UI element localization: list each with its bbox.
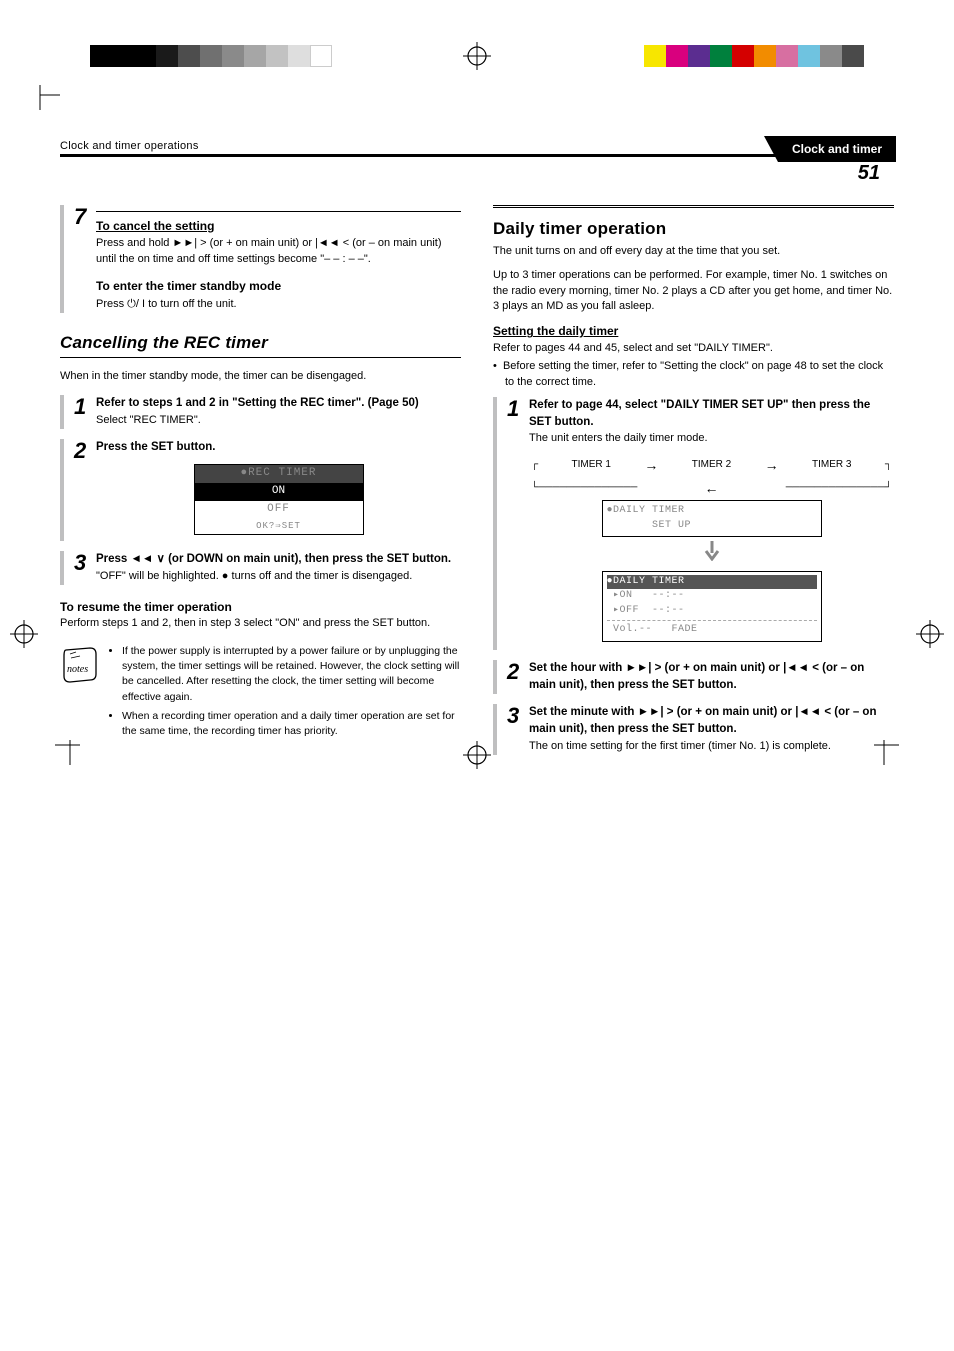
cancel-step-2: 2 Press the SET button. ●REC TIMER ON OF… <box>60 439 461 541</box>
daily-timer-heading: Daily timer operation <box>493 217 894 242</box>
daily-step-3: 3 Set the minute with ►►| > (or + on mai… <box>493 704 894 755</box>
page-number: 51 <box>858 162 880 185</box>
step-lead: Set the hour with ►►| > (or + on main un… <box>529 662 864 691</box>
resume-body: Perform steps 1 and 2, then in step 3 se… <box>60 616 461 632</box>
standby-subhead: To enter the timer standby mode <box>96 278 461 295</box>
step-body: The on time setting for the first timer … <box>529 739 894 755</box>
daily-step-2: 2 Set the hour with ►►| > (or + on main … <box>493 660 894 694</box>
lcd-rec-timer-display: ●REC TIMER ON OFF OK?⇒SET <box>194 464 364 535</box>
notes-icon: notes <box>60 644 100 684</box>
grayscale-calibration-strip <box>90 45 332 67</box>
intro-line: The unit turns on and off every day at t… <box>493 244 894 260</box>
timer-flow-diagram: ┌ TIMER 1 → TIMER 2 → TIMER 3 ┐ └───────… <box>529 455 894 642</box>
cancel-intro: When in the timer standby mode, the time… <box>60 369 461 385</box>
down-arrow-icon <box>529 541 894 567</box>
right-column: Daily timer operation The unit turns on … <box>493 205 894 765</box>
to-cancel-subhead: To cancel the setting <box>96 218 461 235</box>
note-item: When a recording timer operation and a d… <box>122 709 461 739</box>
resume-subhead: To resume the timer operation <box>60 599 461 616</box>
setting-daily-subhead: Setting the daily timer <box>493 323 894 340</box>
daily-intro: The unit turns on and off every day at t… <box>493 244 894 316</box>
step-body: "OFF" will be highlighted. ● turns off a… <box>96 569 461 585</box>
to-cancel-body: Press and hold ►►| > (or + on main unit)… <box>96 236 461 268</box>
registration-mark-icon <box>10 620 38 648</box>
step-7: 7 To cancel the setting Press and hold ►… <box>60 205 461 313</box>
cancel-rec-timer-heading: Cancelling the REC timer <box>60 331 461 356</box>
step-number: 1 <box>74 396 96 429</box>
daily-step-1: 1 Refer to page 44, select "DAILY TIMER … <box>493 397 894 650</box>
step-number: 7 <box>74 206 96 313</box>
note-item: If the power supply is interrupted by a … <box>122 644 461 705</box>
standby-body: Press ⏻/ I to turn off the unit. <box>96 297 461 313</box>
step-number: 3 <box>74 552 96 585</box>
section-double-rule <box>493 205 894 211</box>
crop-mark-icon <box>20 85 60 125</box>
svg-text:notes: notes <box>67 664 88 675</box>
step-lead: Refer to steps 1 and 2 in "Setting the R… <box>96 397 419 409</box>
header-title-text: Clock and timer <box>792 142 882 156</box>
intro-line: Up to 3 timer operations can be performe… <box>493 268 894 316</box>
notes-block: notes If the power supply is interrupted… <box>60 644 461 743</box>
step-body: The unit enters the daily timer mode. <box>529 431 894 447</box>
crop-mark-icon <box>55 725 95 765</box>
cancel-step-3: 3 Press ◄◄ ∨ (or DOWN on main unit), the… <box>60 551 461 585</box>
step-lead: Refer to page 44, select "DAILY TIMER SE… <box>529 399 870 428</box>
setting-daily-body: Refer to pages 44 and 45, select and set… <box>493 341 894 357</box>
registration-mark-icon <box>463 42 491 70</box>
lcd-daily-setup: ●DAILY TIMER SET UP <box>602 500 822 537</box>
page-header: Clock and timer operations Clock and tim… <box>60 140 894 157</box>
header-title-bar: Clock and timer <box>778 136 896 162</box>
step-lead: Press ◄◄ ∨ (or DOWN on main unit), then … <box>96 553 451 565</box>
lcd-daily-detail: ●DAILY TIMER ▸ON --:-- ▸OFF --:-- Vol.--… <box>602 571 822 642</box>
step-note: Select "REC TIMER". <box>96 413 461 429</box>
step-number: 3 <box>507 705 529 755</box>
step-number: 2 <box>507 661 529 694</box>
step-lead: Set the minute with ►►| > (or + on main … <box>529 706 876 735</box>
step-lead: Press the SET button. <box>96 441 216 453</box>
color-calibration-strip <box>644 45 864 67</box>
left-column: 7 To cancel the setting Press and hold ►… <box>60 205 461 765</box>
step-number: 1 <box>507 398 529 650</box>
pre-bullet: Before setting the timer, refer to "Sett… <box>505 359 894 391</box>
registration-mark-icon <box>463 741 491 769</box>
cancel-step-1: 1 Refer to steps 1 and 2 in "Setting the… <box>60 395 461 429</box>
registration-mark-icon <box>916 620 944 648</box>
step-number: 2 <box>74 440 96 541</box>
